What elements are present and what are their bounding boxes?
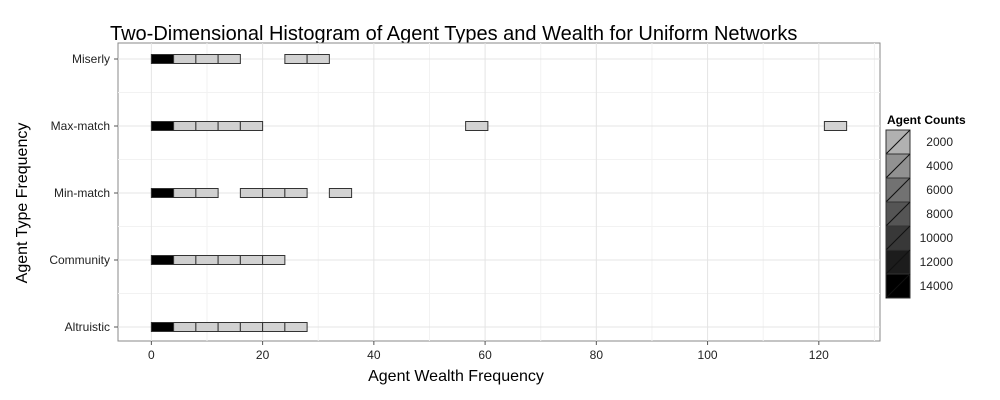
legend-key-diagonal — [885, 225, 911, 251]
legend-label: 2000 — [926, 135, 953, 149]
x-tick-label: 0 — [148, 348, 155, 362]
histogram-cell — [150, 255, 175, 265]
histogram-cell — [465, 121, 489, 131]
histogram-cell — [217, 255, 241, 265]
histogram-cell — [239, 255, 264, 265]
y-axis-title: Agent Type Frequency — [14, 123, 31, 284]
legend-title: Agent Counts — [887, 113, 966, 127]
histogram-cell — [150, 54, 175, 64]
histogram-cell — [195, 255, 219, 265]
legend: Agent Counts 2000 4000 6000 8000 10000 12000 1… — [885, 113, 966, 299]
y-tick-label: Min-match — [54, 186, 110, 200]
x-axis: 0 20 40 60 80 100 120 — [148, 341, 829, 362]
histogram-cell — [262, 322, 286, 332]
legend-label: 4000 — [926, 159, 953, 173]
histogram-cell — [328, 188, 353, 198]
x-tick-label: 20 — [256, 348, 270, 362]
histogram-cell — [150, 121, 175, 131]
histogram-cell — [284, 188, 308, 198]
histogram-cell — [306, 54, 330, 64]
x-tick-label: 80 — [590, 348, 604, 362]
histogram-cell — [262, 255, 286, 265]
histogram-cell — [284, 54, 308, 64]
histogram-cell — [217, 54, 241, 64]
histogram-cell — [195, 188, 219, 198]
legend-label: 8000 — [926, 207, 953, 221]
legend-label: 6000 — [926, 183, 953, 197]
chart-title: Two-Dimensional Histogram of Agent Types… — [110, 23, 797, 45]
legend-key-diagonal — [885, 249, 911, 275]
histogram-cell — [284, 322, 308, 332]
histogram-cell — [173, 255, 197, 265]
histogram-cell — [217, 121, 241, 131]
histogram-cell — [262, 188, 286, 198]
histogram-cell — [239, 322, 264, 332]
y-axis: Altruistic Community Min-match Max-match Mis… — [49, 52, 118, 334]
histogram-cell — [150, 322, 175, 332]
plot-panel — [117, 42, 881, 342]
legend-label: 14000 — [920, 279, 954, 293]
histogram-cell — [195, 54, 219, 64]
x-tick-label: 60 — [478, 348, 492, 362]
legend-key-diagonal — [885, 273, 911, 299]
legend-key-diagonal — [885, 177, 911, 203]
y-tick-label: Altruistic — [65, 320, 110, 334]
histogram-cell — [150, 188, 175, 198]
histogram-cell — [217, 322, 241, 332]
histogram-cell — [195, 121, 219, 131]
x-tick-label: 100 — [698, 348, 718, 362]
legend-key-diagonal — [885, 153, 911, 179]
x-tick-label: 40 — [367, 348, 381, 362]
histogram-cell — [173, 54, 197, 64]
histogram-cell — [173, 121, 197, 131]
histogram-cell — [173, 188, 197, 198]
histogram-cell — [239, 121, 264, 131]
legend-label: 12000 — [920, 255, 954, 269]
legend-label: 10000 — [920, 231, 954, 245]
x-axis-title: Agent Wealth Frequency — [368, 368, 544, 385]
histogram-cell — [239, 188, 264, 198]
histogram-cell — [823, 121, 848, 131]
histogram-cell — [173, 322, 197, 332]
y-tick-label: Miserly — [72, 52, 110, 66]
y-tick-label: Community — [49, 253, 110, 267]
histogram-cells — [150, 54, 848, 332]
legend-key-diagonal — [885, 129, 911, 155]
x-tick-label: 120 — [809, 348, 829, 362]
y-tick-label: Max-match — [51, 119, 110, 133]
histogram-cell — [195, 322, 219, 332]
legend-key-diagonal — [885, 201, 911, 227]
